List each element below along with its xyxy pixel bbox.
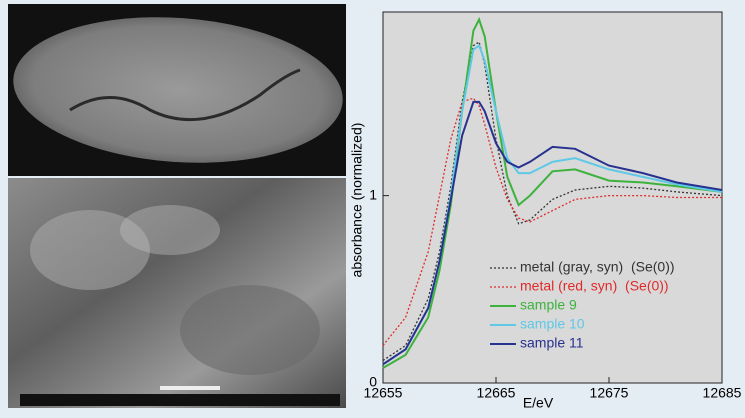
legend-label: sample 9: [520, 297, 577, 313]
legend-label: metal (red, syn) (Se(0)): [520, 278, 669, 294]
sem-image-bottom: [8, 178, 346, 408]
legend-label: sample 10: [520, 316, 585, 332]
x-tick-label: 12655: [364, 385, 403, 401]
x-axis-label: E/eV: [523, 395, 554, 411]
x-tick-label: 12665: [477, 385, 516, 401]
x-tick-label: 12675: [590, 385, 629, 401]
sem-image-top: [8, 4, 346, 176]
y-tick-label: 1: [369, 186, 377, 202]
legend-label: metal (gray, syn) (Se(0)): [520, 259, 675, 275]
y-tick-label: 0: [369, 374, 377, 390]
y-axis-label: absorbance (normalized): [349, 123, 365, 278]
legend-label: sample 11: [520, 335, 584, 351]
series-line: [382, 100, 723, 366]
series-line: [382, 97, 722, 346]
x-tick-label: 12685: [703, 385, 742, 401]
